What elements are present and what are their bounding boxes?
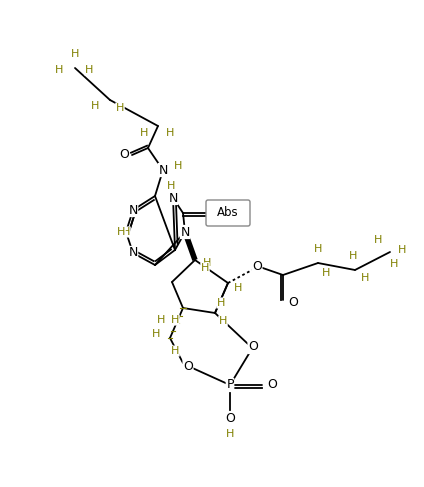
- Text: H: H: [171, 346, 179, 356]
- Text: H: H: [390, 259, 398, 269]
- Text: H: H: [201, 263, 209, 273]
- Text: O: O: [119, 149, 129, 162]
- Text: H: H: [217, 298, 225, 308]
- Text: H: H: [167, 181, 175, 191]
- Text: O: O: [252, 260, 262, 273]
- Text: H: H: [55, 65, 63, 75]
- Text: H: H: [226, 429, 234, 439]
- Text: H: H: [322, 268, 330, 278]
- Text: H: H: [71, 49, 79, 59]
- Text: H: H: [91, 101, 99, 111]
- Text: H: H: [85, 65, 93, 75]
- Text: O: O: [248, 340, 258, 354]
- Text: H: H: [117, 227, 125, 237]
- Text: H: H: [219, 316, 227, 326]
- Text: H: H: [374, 235, 382, 245]
- Text: H: H: [349, 251, 357, 261]
- Text: H: H: [203, 258, 211, 268]
- Text: N: N: [128, 204, 138, 217]
- Text: N: N: [128, 246, 138, 260]
- Text: N: N: [168, 191, 178, 205]
- Text: O: O: [183, 359, 193, 373]
- Text: H: H: [234, 283, 242, 293]
- Text: O: O: [288, 297, 298, 310]
- Text: H: H: [140, 128, 148, 138]
- FancyBboxPatch shape: [206, 200, 250, 226]
- Text: H: H: [157, 315, 165, 325]
- Text: H: H: [171, 315, 179, 325]
- Text: H: H: [398, 245, 406, 255]
- Text: O: O: [225, 412, 235, 425]
- Text: H: H: [116, 103, 124, 113]
- Text: O: O: [267, 378, 277, 392]
- Text: H: H: [361, 273, 369, 283]
- Text: P: P: [226, 378, 234, 392]
- Text: H: H: [174, 161, 182, 171]
- Text: H: H: [314, 244, 322, 254]
- Text: N: N: [180, 225, 190, 239]
- Text: H: H: [122, 227, 130, 237]
- Text: N: N: [158, 164, 167, 176]
- Text: H: H: [166, 128, 174, 138]
- Text: Abs: Abs: [217, 206, 239, 220]
- Text: H: H: [152, 329, 160, 339]
